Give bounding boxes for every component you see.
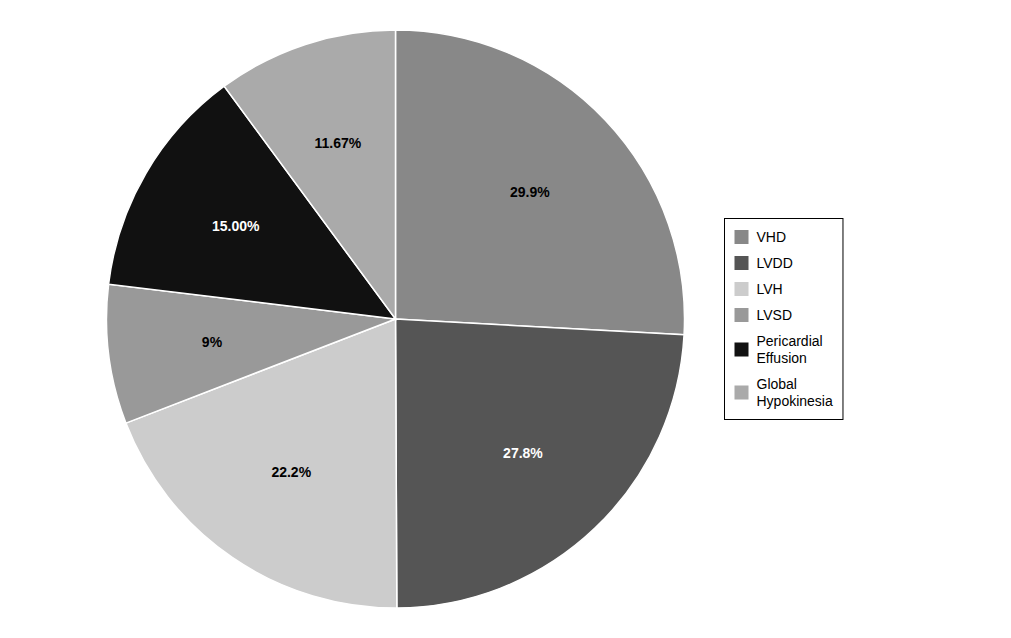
legend-item: VHD (735, 229, 787, 245)
data-label: 15.00% (212, 218, 260, 234)
legend-label: LVDD (757, 255, 793, 271)
data-label: 11.67% (314, 135, 361, 151)
pie: 29.9% 27.8% 22.2% 9% 15.00% 11.67% (106, 30, 684, 608)
legend-swatch (735, 343, 749, 357)
legend-item: LVSD (735, 307, 793, 323)
legend-swatch (735, 256, 749, 270)
legend-swatch (735, 386, 749, 400)
legend-label: PericardialEffusion (757, 333, 823, 366)
data-label: 29.9% (510, 184, 550, 200)
legend-label: LVSD (757, 307, 793, 323)
legend-item: PericardialEffusion (735, 333, 823, 366)
data-label: 27.8% (503, 445, 543, 461)
pie-slice (224, 30, 395, 319)
legend-item: LVDD (735, 255, 793, 271)
legend-swatch (735, 230, 749, 244)
legend-label: GlobalHypokinesia (757, 376, 833, 409)
data-label: 22.2% (271, 464, 311, 480)
legend-swatch (735, 308, 749, 322)
legend-swatch (735, 282, 749, 296)
pie-slice (396, 30, 685, 335)
legend-frame (725, 219, 843, 420)
legend-label: LVH (757, 281, 783, 297)
legend-item: LVH (735, 281, 783, 297)
legend: VHD LVDD LVH LVSD PericardialEffusion GlobalH… (725, 219, 843, 420)
data-label: 9% (202, 334, 223, 350)
pie-slice (396, 319, 685, 608)
legend-label: VHD (757, 229, 787, 245)
chart: 29.9% 27.8% 22.2% 9% 15.00% 11.67% VHD LVDD LVH L… (0, 0, 1011, 638)
legend-item: GlobalHypokinesia (735, 376, 833, 409)
